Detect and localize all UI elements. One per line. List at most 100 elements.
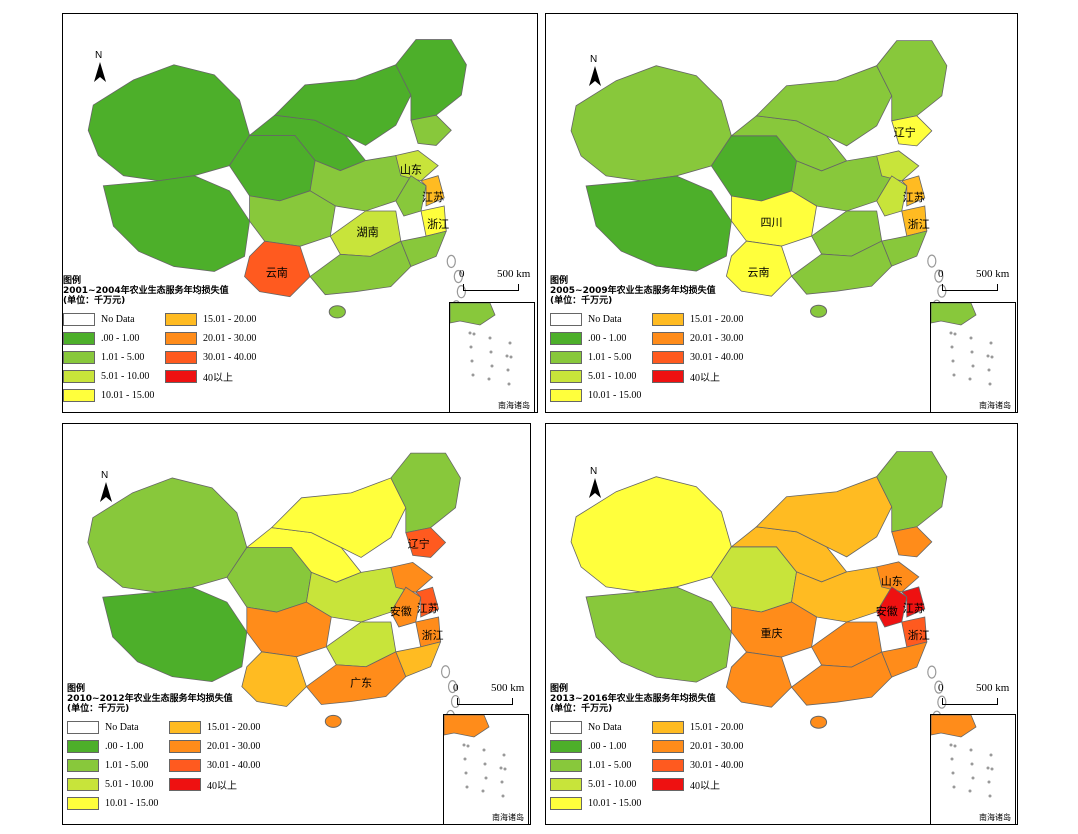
- legend-label: 20.01 - 30.00: [207, 740, 261, 752]
- province-label: 辽宁: [408, 536, 430, 550]
- legend-item: 5.01 - 10.00: [63, 369, 149, 383]
- province-label: 安徽: [390, 604, 412, 618]
- legend-item: No Data: [550, 720, 622, 734]
- region-yunnan: [244, 240, 311, 298]
- map-legend: 图例 2001~2004年农业生态服务年均损失值 (单位：千万元) No Data 15…: [63, 276, 283, 404]
- region-anhui: [876, 586, 908, 628]
- map-panel-4: 山东 江苏 安徽 重庆 浙江 N 0 500 km 南海诸岛 图例 2013~2016年农业生态服务…: [545, 423, 1018, 825]
- scale-bar: 0 500 km: [938, 268, 1017, 298]
- legend-swatch: [165, 369, 197, 383]
- legend-swatch: [550, 388, 582, 402]
- legend-label: No Data: [588, 721, 622, 733]
- region-tibet: [585, 586, 732, 683]
- region-northeast: [876, 451, 948, 533]
- legend-swatch: [652, 720, 684, 734]
- legend-swatch: [63, 312, 95, 326]
- legend-label: 1.01 - 5.00: [588, 351, 632, 363]
- legend-swatch: [652, 350, 684, 364]
- legend-unit: (单位：千万元): [67, 704, 130, 714]
- south-china-sea-inset: 南海诸岛: [930, 302, 1016, 412]
- north-arrow-icon: N: [586, 466, 604, 502]
- scale-zero: 0: [938, 682, 944, 694]
- legend-label: 10.01 - 15.00: [101, 389, 155, 401]
- region-jiangsu: [900, 586, 926, 618]
- province-label: 云南: [747, 266, 769, 279]
- legend-item: 10.01 - 15.00: [67, 796, 158, 810]
- region-tibet: [102, 175, 250, 272]
- legend-item: 1.01 - 5.00: [550, 758, 631, 772]
- legend-item: 1.01 - 5.00: [63, 350, 144, 364]
- legend-label: 40以上: [690, 372, 720, 384]
- legend-item: 20.01 - 30.00: [169, 739, 260, 753]
- legend-label: 20.01 - 30.00: [690, 332, 744, 344]
- legend-item: 30.01 - 40.00: [652, 350, 743, 364]
- legend-label: No Data: [588, 313, 622, 325]
- scale-km: 500 km: [976, 682, 1010, 694]
- legend-period: 2005~2009年农业生态服务年均损失值: [550, 286, 716, 296]
- scale-bar: 0 500 km: [938, 682, 1017, 712]
- legend-item: 20.01 - 30.00: [652, 331, 743, 345]
- legend-swatch: [652, 312, 684, 326]
- region-northeast: [390, 452, 461, 534]
- legend-item: 1.01 - 5.00: [67, 758, 148, 772]
- legend-item: 15.01 - 20.00: [652, 720, 743, 734]
- legend-item: 5.01 - 10.00: [550, 777, 636, 791]
- map-legend: 图例 2013~2016年农业生态服务年均损失值 (单位：千万元) No Data 15…: [550, 684, 770, 812]
- legend-swatch: [63, 388, 95, 402]
- north-arrow-icon: N: [91, 50, 109, 86]
- legend-swatch: [67, 758, 99, 772]
- region-north: [755, 476, 893, 558]
- legend-swatch: [169, 720, 201, 734]
- map-legend: 图例 2010~2012年农业生态服务年均损失值 (单位：千万元) No Data 15…: [67, 684, 287, 812]
- legend-label: 15.01 - 20.00: [690, 313, 744, 325]
- region-north: [270, 477, 407, 558]
- legend-label: 15.01 - 20.00: [207, 721, 261, 733]
- region-coast_se: [400, 230, 447, 267]
- region-anhui: [876, 175, 908, 217]
- legend-label: 5.01 - 10.00: [105, 778, 154, 790]
- province-label: 江苏: [903, 191, 925, 204]
- legend-label: 10.01 - 15.00: [105, 797, 159, 809]
- region-liaoning: [891, 115, 933, 147]
- province-label: 江苏: [422, 191, 444, 204]
- legend-item: 30.01 - 40.00: [165, 350, 256, 364]
- legend-title: 图例: [550, 684, 569, 694]
- legend-swatch: [652, 369, 684, 383]
- legend-swatch: [169, 739, 201, 753]
- legend-swatch: [63, 350, 95, 364]
- legend-label: 30.01 - 40.00: [690, 351, 744, 363]
- province-label: 浙江: [908, 218, 930, 231]
- scale-bar: 0 500 km: [453, 682, 530, 712]
- legend-label: 30.01 - 40.00: [207, 759, 261, 771]
- map-panel-1: 山东 江苏 浙江 湖南 云南 N 0 500 km 南海诸岛 图例 2001~2004年农业生态服务…: [62, 13, 538, 413]
- legend-swatch: [169, 777, 201, 791]
- legend-swatch: [169, 758, 201, 772]
- legend-label: .00 - 1.00: [105, 740, 144, 752]
- legend-label: .00 - 1.00: [101, 332, 140, 344]
- north-arrow-icon: N: [586, 54, 604, 90]
- legend-item: No Data: [67, 720, 139, 734]
- legend-swatch: [550, 739, 582, 753]
- legend-period: 2010~2012年农业生态服务年均损失值: [67, 694, 233, 704]
- legend-label: No Data: [105, 721, 139, 733]
- province-label: 安徽: [876, 604, 898, 618]
- legend-swatch: [550, 350, 582, 364]
- region-yunnan: [725, 651, 792, 708]
- legend-swatch: [550, 758, 582, 772]
- legend-swatch: [550, 777, 582, 791]
- scale-km: 500 km: [976, 268, 1010, 280]
- region-tibet: [102, 586, 248, 683]
- legend-item: 40以上: [652, 369, 720, 384]
- legend-swatch: [652, 331, 684, 345]
- legend-swatch: [63, 331, 95, 345]
- region-liaoning: [405, 527, 447, 558]
- legend-swatch: [165, 312, 197, 326]
- legend-item: No Data: [550, 312, 622, 326]
- legend-label: 5.01 - 10.00: [588, 370, 637, 382]
- legend-title: 图例: [67, 684, 86, 694]
- province-label: 江苏: [417, 602, 439, 615]
- province-label: 山东: [400, 164, 422, 177]
- province-label: 重庆: [760, 626, 782, 640]
- region-anhui: [390, 586, 422, 628]
- legend-swatch: [67, 720, 99, 734]
